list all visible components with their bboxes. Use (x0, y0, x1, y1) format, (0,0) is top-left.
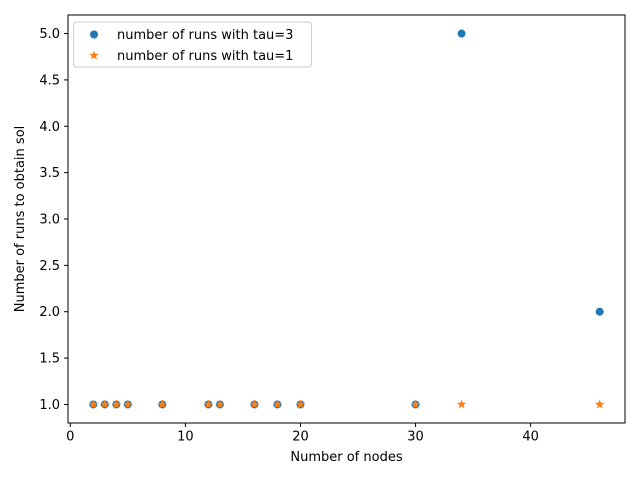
data-point (100, 399, 110, 409)
x-axis: 0 10 20 30 40 (66, 423, 539, 445)
data-point (272, 399, 283, 409)
y-tick-label: 5.0 (39, 27, 60, 42)
data-point (203, 399, 214, 409)
y-tick-label: 1.5 (39, 352, 60, 367)
data-point (295, 399, 306, 409)
x-tick-label: 0 (66, 430, 74, 445)
data-point (215, 399, 225, 409)
y-tick-label: 4.5 (39, 73, 60, 88)
data-point (123, 399, 133, 409)
data-point (594, 399, 605, 409)
data-point (249, 399, 260, 409)
y-tick-label: 3.0 (39, 213, 60, 228)
series-tau3 (89, 29, 604, 409)
data-point (410, 399, 421, 409)
data-point (456, 399, 467, 409)
x-axis-label: Number of nodes (290, 450, 402, 465)
circle-icon (90, 30, 98, 39)
data-point (157, 399, 168, 409)
star-icon (89, 50, 99, 60)
x-tick-label: 40 (522, 430, 539, 445)
x-tick-label: 30 (407, 430, 424, 445)
legend: number of runs with tau=3 number of runs … (73, 21, 312, 68)
y-tick-label: 2.0 (39, 305, 60, 320)
legend-box (73, 21, 312, 68)
x-tick-label: 10 (177, 430, 194, 445)
y-tick-label: 2.5 (39, 259, 60, 274)
y-tick-label: 4.0 (39, 120, 60, 135)
axes-frame (67, 14, 626, 424)
y-tick-label: 3.5 (39, 166, 60, 181)
series-tau1 (88, 399, 605, 409)
data-point (88, 399, 99, 409)
data-point (457, 29, 466, 38)
data-point (595, 307, 604, 316)
legend-label-tau1: number of runs with tau=1 (117, 49, 293, 64)
y-axis-label: Number of runs to obtain sol (13, 126, 28, 313)
y-axis: 1.0 1.5 2.0 2.5 3.0 3.5 4.0 4.5 5.0 (39, 27, 68, 413)
x-tick-label: 20 (292, 430, 309, 445)
legend-label-tau3: number of runs with tau=3 (117, 28, 293, 43)
data-point (111, 399, 122, 409)
y-tick-label: 1.0 (39, 398, 60, 413)
